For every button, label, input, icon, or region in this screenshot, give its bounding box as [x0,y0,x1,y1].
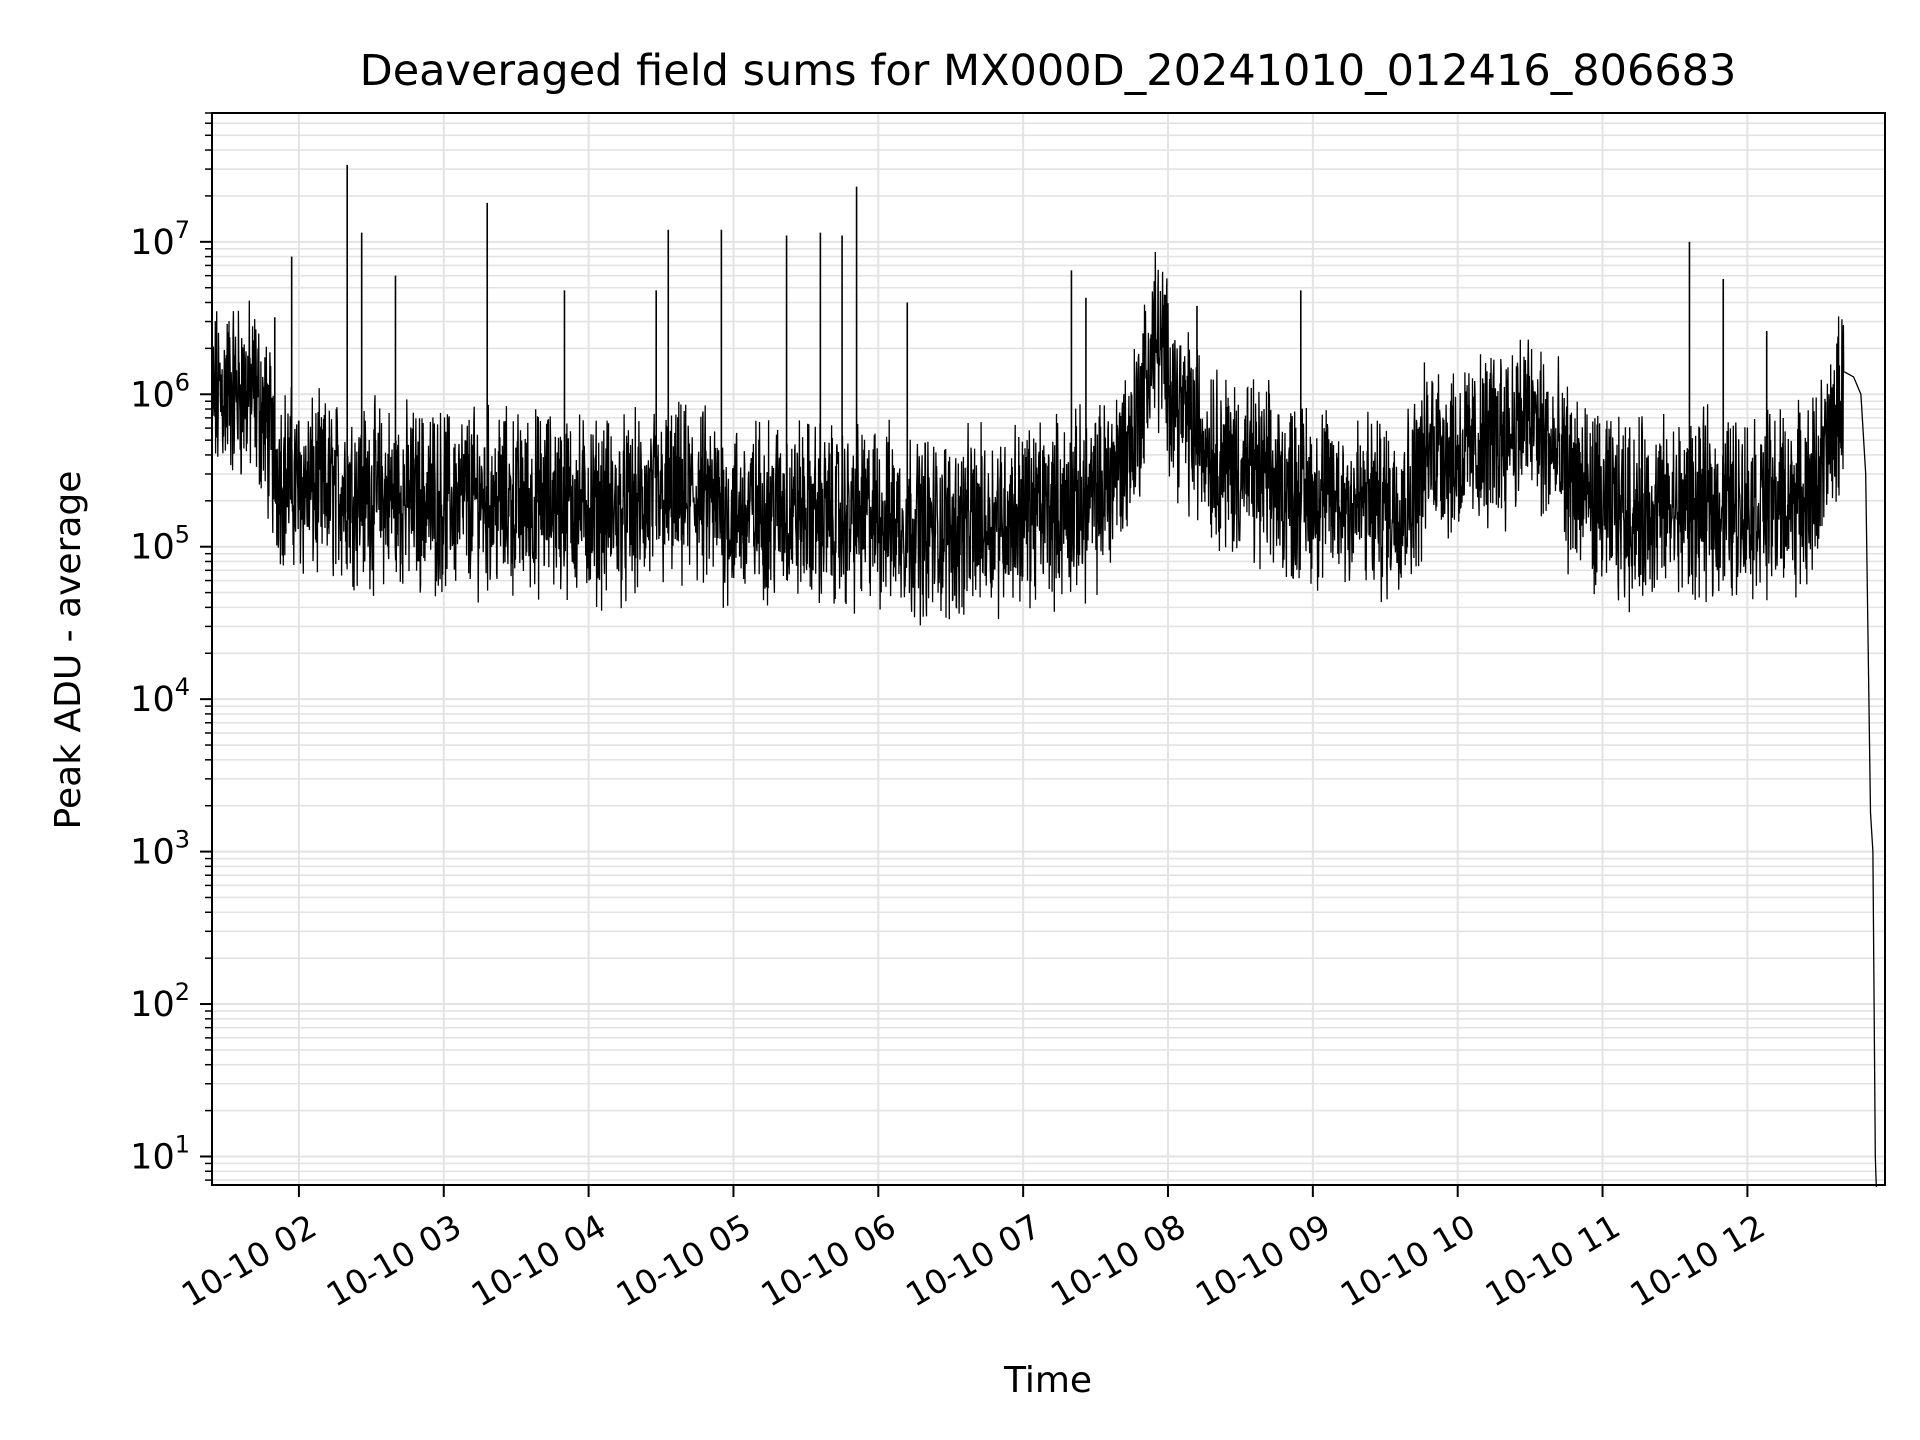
y-tick-label: 101 [130,1130,190,1177]
y-tick-label: 104 [130,673,190,720]
chart-title: Deaveraged field sums for MX000D_2024101… [360,46,1737,96]
y-tick-label: 105 [130,521,190,568]
series-line-layer [211,164,1877,1188]
y-tick-label: 102 [130,978,190,1025]
y-tick-label: 103 [130,826,190,873]
y-tick-label: 106 [130,368,190,415]
series-line [211,251,1877,1188]
grid [212,112,1885,1185]
y-tick-label: 107 [130,216,190,263]
plot-area-frame [211,112,1886,1186]
y-axis-ticks: 101 102 103 104 105 106 107 [130,112,212,1181]
y-axis-label: Peak ADU - average [48,471,89,830]
x-axis-label: Time [1003,1360,1092,1401]
